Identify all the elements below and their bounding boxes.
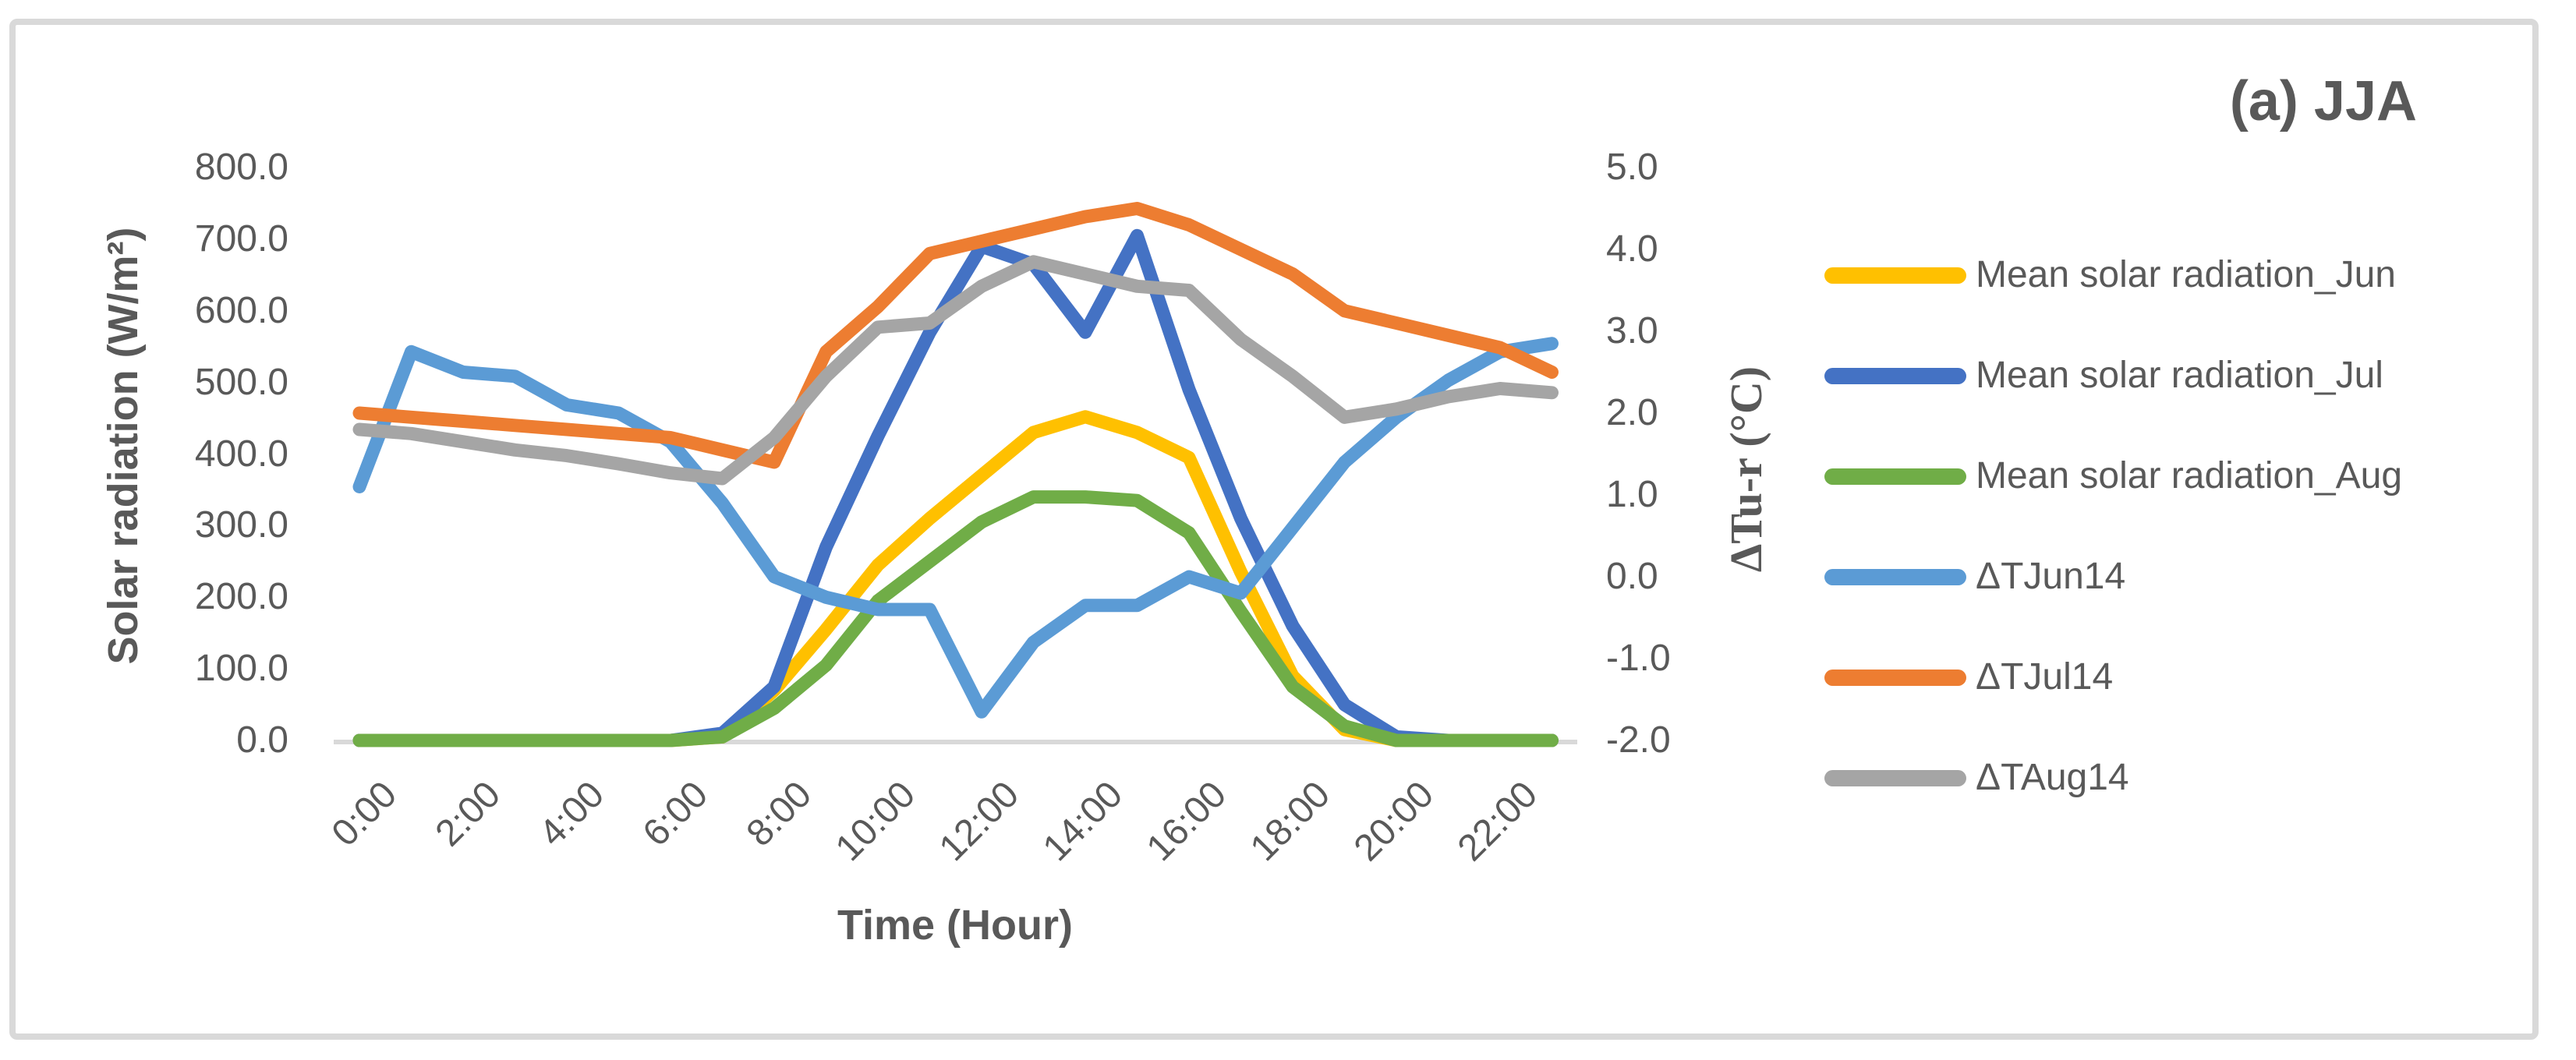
legend-label-2: Mean solar radiation_Aug xyxy=(1976,455,2403,496)
left-axis-tick: 400.0 xyxy=(194,433,288,475)
series-line-3 xyxy=(352,337,1559,719)
left-axis-tick: 600.0 xyxy=(194,289,288,331)
legend-swatch-3 xyxy=(1824,569,1966,585)
legend-label-4: ΔTJul14 xyxy=(1976,656,2114,698)
x-axis-title: Time (Hour) xyxy=(837,902,1073,949)
left-axis-tick: 500.0 xyxy=(194,361,288,403)
series-line-4 xyxy=(352,202,1559,469)
right-axis-tick: 1.0 xyxy=(1606,474,1658,515)
left-axis-tick: 200.0 xyxy=(194,576,288,618)
right-axis-tick: 4.0 xyxy=(1606,228,1658,270)
legend-swatch-2 xyxy=(1824,468,1966,485)
series-line-0 xyxy=(352,410,1559,747)
series-line-2 xyxy=(352,490,1559,747)
right-axis-tick: 3.0 xyxy=(1606,310,1658,352)
figure-border xyxy=(9,19,2539,1040)
left-axis-tick: 0.0 xyxy=(236,719,288,761)
legend-label-5: ΔTAug14 xyxy=(1976,757,2129,798)
legend-swatch-1 xyxy=(1824,368,1966,384)
right-axis-tick: 0.0 xyxy=(1606,556,1658,597)
left-axis-tick: 700.0 xyxy=(194,217,288,260)
right-axis-tick: 2.0 xyxy=(1606,392,1658,433)
right-axis-tick: -1.0 xyxy=(1606,638,1671,679)
legend-swatch-0 xyxy=(1824,267,1966,284)
legend-label-0: Mean solar radiation_Jun xyxy=(1976,254,2396,295)
chart-title: (a) JJA xyxy=(2229,70,2417,132)
right-axis-tick: 5.0 xyxy=(1606,147,1658,188)
legend-swatch-4 xyxy=(1824,670,1966,686)
left-axis-tick: 300.0 xyxy=(194,504,288,546)
right-axis-tick: -2.0 xyxy=(1606,719,1671,761)
left-axis-tick: 100.0 xyxy=(194,648,288,690)
legend-swatch-5 xyxy=(1824,770,1966,786)
left-axis-tick: 800.0 xyxy=(194,147,288,188)
series-line-5 xyxy=(352,255,1559,486)
legend-label-1: Mean solar radiation_Jul xyxy=(1976,355,2383,396)
legend-label-3: ΔTJun14 xyxy=(1976,556,2126,597)
